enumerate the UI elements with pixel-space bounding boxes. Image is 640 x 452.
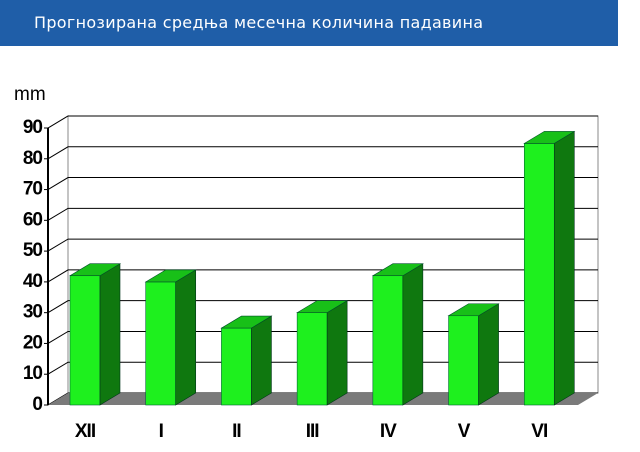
bar (144, 269, 197, 406)
bar-face (402, 263, 424, 406)
bar (447, 303, 500, 406)
bar (220, 315, 273, 406)
chart-title: Прогнозирана средња месечна количина пад… (0, 0, 618, 46)
bar-face (296, 300, 349, 313)
bar-face (478, 303, 499, 406)
bar-face (251, 315, 272, 406)
y-axis-label: mm (14, 84, 46, 105)
bar-face (145, 281, 177, 406)
y-tick-label: 60 (23, 209, 43, 230)
y-tick-label: 0 (32, 394, 42, 415)
bar-face (371, 263, 424, 277)
bar-face (220, 315, 273, 329)
bar-face (144, 269, 197, 283)
y-tick-label: 80 (23, 148, 43, 169)
bar-face (68, 263, 122, 277)
y-tick-label: 20 (23, 332, 43, 353)
y-tick-label: 90 (23, 117, 43, 138)
bar (523, 130, 576, 406)
bar-face (553, 130, 575, 406)
bar (371, 263, 424, 406)
bar-face (221, 327, 252, 406)
bar-face (296, 312, 328, 406)
bar-face (372, 275, 404, 406)
bar-face (523, 131, 576, 144)
grid-line (47, 177, 598, 190)
bar-face (523, 143, 555, 406)
x-tick-label: II (232, 421, 241, 442)
y-tick-label: 50 (23, 240, 43, 261)
bar-face (175, 269, 197, 406)
bar (68, 263, 122, 406)
bar-face (448, 315, 479, 406)
bar-face (99, 263, 121, 406)
y-tick-label: 30 (23, 302, 43, 323)
bar-face (447, 303, 500, 317)
y-tick-label: 40 (23, 271, 43, 292)
x-tick-label: I (159, 421, 164, 442)
grid-line (47, 238, 598, 252)
y-tick-label: 10 (23, 363, 43, 384)
left-wall (47, 115, 69, 406)
bar-face (69, 275, 101, 406)
y-tick-label: 70 (23, 179, 43, 200)
x-tick-label: XII (75, 421, 96, 442)
grid-line (47, 207, 598, 221)
bar (296, 300, 349, 406)
grid-line (47, 115, 598, 129)
x-tick-label: V (458, 421, 471, 442)
x-tick-label: VI (531, 421, 548, 442)
grid-line (47, 146, 598, 160)
x-tick-label: III (306, 421, 320, 442)
bar-face (326, 300, 348, 406)
x-tick-label: IV (380, 421, 397, 442)
